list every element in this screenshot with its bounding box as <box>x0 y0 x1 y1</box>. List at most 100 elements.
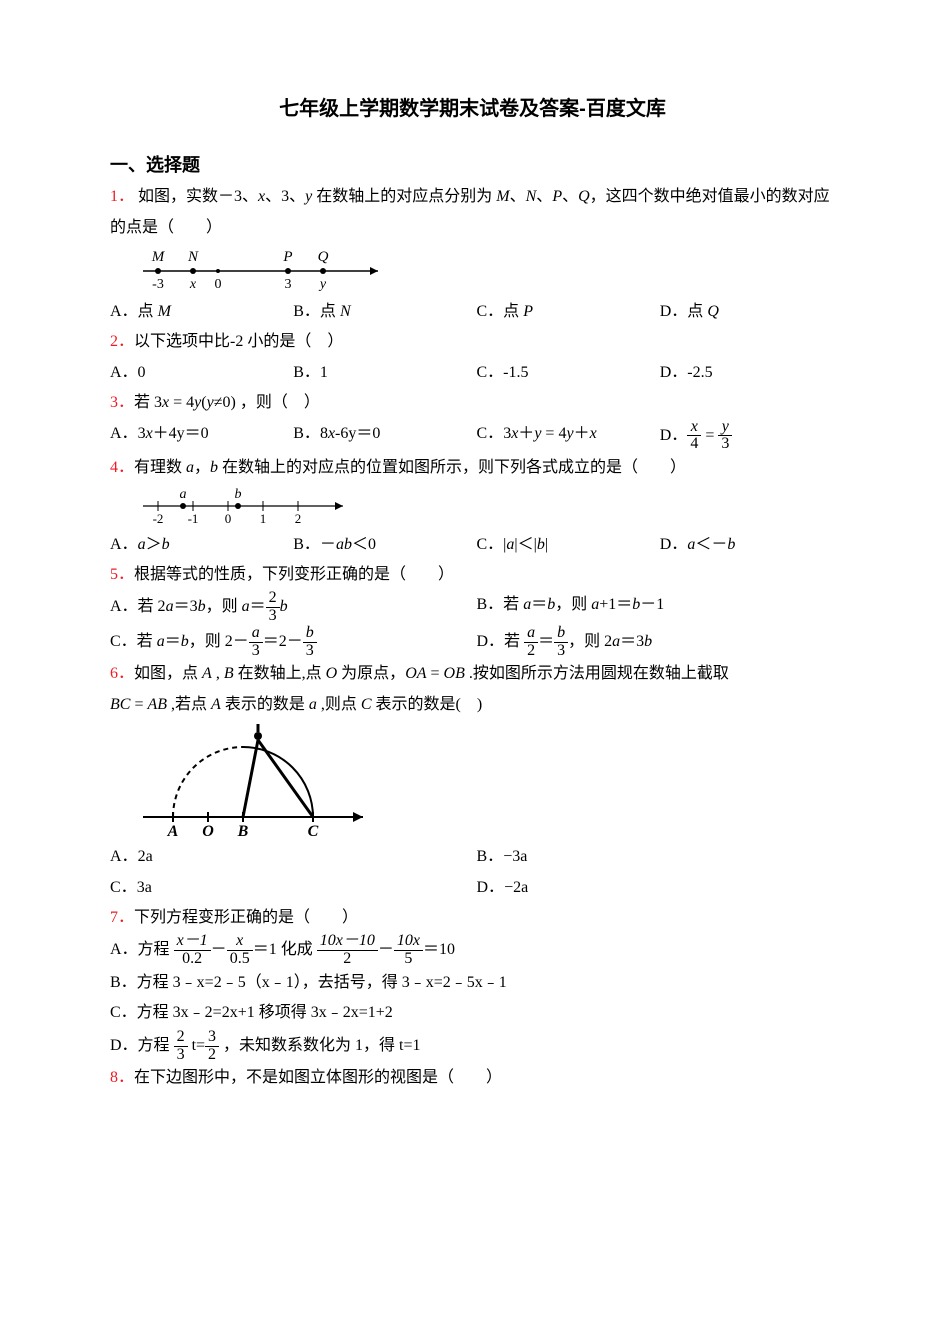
q3-options: A．3x＋4y＝0 B．8x-6y＝0 C．3x＋y = 4y＋x D．x4 =… <box>110 419 835 454</box>
q1d-pre: D．点 <box>660 303 708 320</box>
q7-opt-a: A．方程 x－10.2－x0.5＝1 化成 10x－102－10x5＝10 <box>110 933 835 968</box>
q3d-f2d: 3 <box>718 436 732 453</box>
question-3: 3．若 3x = 4y(y≠0) ，则（ ） <box>110 388 835 418</box>
q7d-f2n: 3 <box>205 1029 219 1047</box>
q5b-p: B．若 <box>477 596 524 613</box>
q7a-f3n: 10x－10 <box>317 933 378 951</box>
q7a-f1n: x－1 <box>174 933 211 951</box>
q2-opt-b: B．1 <box>293 358 468 388</box>
q6-opt-c: C．3a <box>110 873 469 903</box>
q6-A2: A <box>211 696 221 713</box>
q4-opt-a: A．a＞b <box>110 530 285 560</box>
q5c-f2n: b <box>303 625 317 643</box>
q3-3: 3 <box>154 394 162 411</box>
q5d-a: a <box>612 633 620 650</box>
q4-a: a <box>186 459 194 476</box>
q1-opt-a: A．点 M <box>110 297 285 327</box>
q6-c1: , <box>212 665 224 682</box>
q4d-m: ＜－ <box>695 536 727 553</box>
q1-opt-d: D．点 Q <box>660 297 835 327</box>
q5-opt-b: B．若 a＝b，则 a+1＝b－1 <box>477 590 836 625</box>
q7d-f2d: 2 <box>205 1047 219 1064</box>
q3c-l: 3 <box>503 425 511 442</box>
q5a-a2: a <box>242 598 250 615</box>
q1-options: A．点 M B．点 N C．点 P D．点 Q <box>110 297 835 327</box>
q1a-pre: A．点 <box>110 303 158 320</box>
q4c-b: b <box>537 536 545 553</box>
q6-OB: OB <box>444 665 465 682</box>
q3d-eq: = <box>701 427 718 444</box>
q6c-v: 3a <box>137 879 152 896</box>
q5c-f1d: 3 <box>249 643 263 660</box>
q7a-f4d: 5 <box>394 951 423 968</box>
svg-text:-1: -1 <box>188 511 199 526</box>
q5-row2: C．若 a＝b，则 2－a3＝2－b3 D．若 a2＝b3，则 2a＝3b <box>110 625 835 660</box>
q5c-f2d: 3 <box>303 643 317 660</box>
q5a-th: ，则 <box>206 598 242 615</box>
q6a-v: 2a <box>138 848 153 865</box>
question-2: 2．以下选项中比-2 小的是（ ） <box>110 327 835 357</box>
q3b-l: 8 <box>320 425 328 442</box>
q3-opt-c: C．3x＋y = 4y＋x <box>477 419 652 454</box>
q7a-mid: 化成 <box>277 941 317 958</box>
q7a-f1d: 0.2 <box>174 951 211 968</box>
q5a-eq: ＝ <box>250 598 266 615</box>
q4a-p: A． <box>110 536 138 553</box>
q6-opt-a: A．2a <box>110 842 469 872</box>
q6b-p: B． <box>477 848 504 865</box>
q7a-eq1: ＝1 <box>253 942 277 959</box>
q6-t8: 表示的数是( ) <box>372 696 483 713</box>
q3-ne: ≠0) <box>214 394 236 411</box>
svg-text:A: A <box>167 823 179 840</box>
q6-t6: 表示的数是 <box>221 696 309 713</box>
q2-options: A．0 B．1 C．-1.5 D．-2.5 <box>110 358 835 388</box>
q4-opt-b: B．－ab＜0 <box>293 530 468 560</box>
q3d-f2n: y <box>718 419 732 437</box>
q3c-pre: C． <box>477 425 504 442</box>
q5b-eq: ＝ <box>531 596 547 613</box>
svg-text:P: P <box>282 249 292 265</box>
q3c-eq: = 4 <box>541 425 566 442</box>
q3a-l: 3 <box>138 425 146 442</box>
q5d-f2d: 3 <box>554 643 568 660</box>
q3c-y2: y <box>566 425 573 442</box>
q1-num: 1． <box>110 188 134 205</box>
q3-opt-b: B．8x-6y＝0 <box>293 419 468 454</box>
q7-num: 7． <box>110 909 134 926</box>
q4-b: b <box>210 459 218 476</box>
q5d-th: ，则 2 <box>568 633 612 650</box>
q4c-e: | <box>545 536 548 553</box>
page: 七年级上学期数学期末试卷及答案-百度文库 一、选择题 1． 如图，实数－3、x、… <box>0 0 945 1337</box>
svg-text:-2: -2 <box>153 511 164 526</box>
q3b-x: x <box>328 425 335 442</box>
q7d-tail: ，未知数系数化为 1，得 t=1 <box>219 1037 420 1054</box>
q5a-b: b <box>198 598 206 615</box>
doc-title: 七年级上学期数学期末试卷及答案-百度文库 <box>110 90 835 128</box>
q4a-m: ＞ <box>146 536 162 553</box>
q6c-p: C． <box>110 879 137 896</box>
q1-Q: Q <box>578 188 590 205</box>
question-6: 6．如图，点 A , B 在数轴上,点 O 为原点，OA = OB .按如图所示… <box>110 659 835 689</box>
q4b-m: ＜0 <box>352 536 376 553</box>
q5-row1: A．若 2a＝3b，则 a＝23b B．若 a＝b，则 a+1＝b－1 <box>110 590 835 625</box>
q7-opt-c: C．方程 3x﹣2=2x+1 移项得 3x﹣2x=1+2 <box>110 998 835 1028</box>
svg-text:b: b <box>235 487 242 502</box>
q2-opt-a: A．0 <box>110 358 285 388</box>
q1c-v: P <box>523 303 533 320</box>
q6-eq2: = <box>130 696 147 713</box>
q3-opt-d: D．x4 = y3 <box>660 419 835 454</box>
q6-opt-d: D．−2a <box>477 873 836 903</box>
q4b-a: ab <box>336 536 352 553</box>
svg-text:N: N <box>187 249 199 265</box>
q7-opt-d: D．方程 23 t=32 ，未知数系数化为 1，得 t=1 <box>110 1029 835 1064</box>
q3d-pre: D． <box>660 427 688 444</box>
q1-t2: 在数轴上的对应点分别为 <box>312 188 496 205</box>
q6-opt-b: B．−3a <box>477 842 836 872</box>
q6-B: B <box>224 665 234 682</box>
q4-opt-d: D．a＜－b <box>660 530 835 560</box>
q2-opt-d: D．-2.5 <box>660 358 835 388</box>
q5a-fn: 2 <box>266 590 280 608</box>
q2-opt-c: C．-1.5 <box>477 358 652 388</box>
q1-figure: M N P Q -3 x 0 3 y <box>138 245 835 295</box>
q8-num: 8． <box>110 1069 134 1086</box>
